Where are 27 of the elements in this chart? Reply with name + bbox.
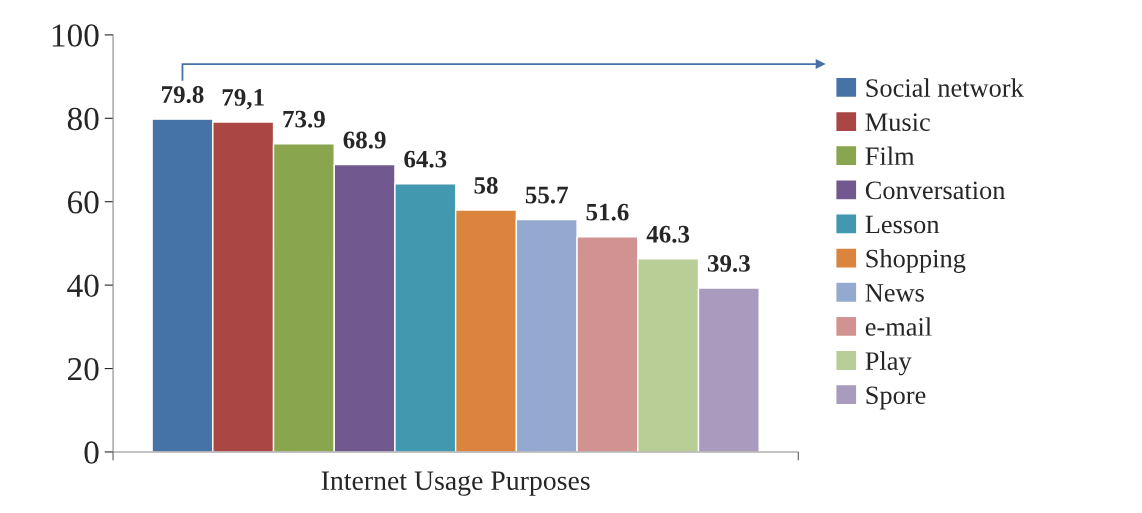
data-label: 58 <box>474 176 498 194</box>
data-label: 39.3 <box>707 255 750 272</box>
y-tick-label: 60 <box>67 191 99 214</box>
data-label: 46.3 <box>646 225 690 243</box>
y-tick-label: 100 <box>52 24 99 47</box>
x-axis-title: Internet Usage Purposes <box>321 471 590 496</box>
legend-label: Shopping <box>866 248 966 273</box>
legend-label: Lesson <box>865 215 940 234</box>
data-label: 79,1 <box>222 89 264 110</box>
legend-label: Music <box>865 113 930 132</box>
y-tick-label: 80 <box>67 107 99 131</box>
y-tick-label: 0 <box>84 441 99 464</box>
y-tick-label: 20 <box>67 357 99 381</box>
data-label: 79.8 <box>162 86 204 104</box>
data-label: 64.3 <box>404 150 447 168</box>
data-label: 73.9 <box>283 110 325 128</box>
data-label: 68.9 <box>343 131 386 149</box>
y-tick-label: 40 <box>67 274 99 298</box>
legend-label: Play <box>865 351 912 376</box>
data-label: 51.6 <box>586 203 629 221</box>
legend-label: News <box>865 284 924 302</box>
legend-label: Conversation <box>865 181 1006 200</box>
legend-label: e-mail <box>865 317 932 336</box>
legend-label: Spore <box>866 386 926 410</box>
legend-label: Social network <box>866 78 1024 97</box>
legend-label: Film <box>865 146 915 165</box>
data-label: 55.7 <box>525 186 568 204</box>
